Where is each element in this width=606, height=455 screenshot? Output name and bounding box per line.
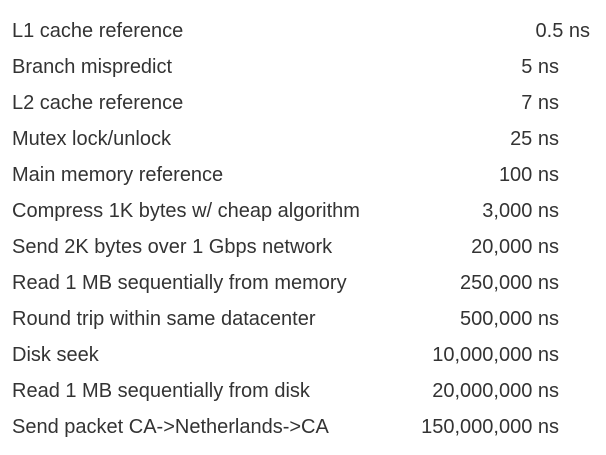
table-row: Read 1 MB sequentially from memory 250,00… [0, 265, 606, 301]
table-row: Main memory reference 100 ns [0, 157, 606, 193]
operation-label: Mutex lock/unlock [12, 128, 171, 150]
latency-value: 500,000 ns [460, 308, 559, 330]
latency-value: 20,000,000 ns [432, 380, 559, 402]
operation-label: Branch mispredict [12, 56, 173, 78]
latency-value: 3,000 ns [482, 200, 559, 222]
latency-value: 5 ns [521, 56, 559, 78]
table-row: L1 cache reference 0.5 ns [0, 13, 606, 49]
operation-label: Disk seek [12, 344, 99, 366]
table-row: L2 cache reference 7 ns [0, 85, 606, 121]
operation-label: Main memory reference [12, 164, 224, 186]
latency-value: 20,000 ns [471, 236, 559, 258]
operation-label: Read 1 MB sequentially from disk [12, 380, 310, 402]
operation-label: Read 1 MB sequentially from memory [12, 272, 347, 294]
table-row: Read 1 MB sequentially from disk 20,000,0… [0, 373, 606, 409]
latency-value: 250,000 ns [460, 272, 559, 294]
table-row: Round trip within same datacenter 500,000… [0, 301, 606, 337]
table-row: Branch mispredict 5 ns [0, 49, 606, 85]
operation-label: Compress 1K bytes w/ cheap algorithm [12, 200, 360, 222]
table-row: Send 2K bytes over 1 Gbps network 20,000 … [0, 229, 606, 265]
operation-label: L1 cache reference [12, 20, 184, 42]
latency-value: 10,000,000 ns [432, 344, 559, 366]
table-row: Disk seek 10,000,000 ns [0, 337, 606, 373]
operation-label: L2 cache reference [12, 92, 184, 114]
latency-value: 100 ns [498, 164, 559, 186]
latency-value: 25 ns [510, 128, 559, 150]
table-row: Send packet CA->Netherlands->CA 150,000,0… [0, 409, 606, 445]
latency-value: 7 ns [521, 92, 559, 114]
table-row: Compress 1K bytes w/ cheap algorithm 3,00… [0, 193, 606, 229]
operation-label: Round trip within same datacenter [12, 308, 316, 330]
operation-label: Send packet CA->Netherlands->CA [12, 416, 329, 438]
latency-value: 150,000,000 ns [421, 416, 559, 438]
table-row: Mutex lock/unlock 25 ns [0, 121, 606, 157]
operation-label: Send 2K bytes over 1 Gbps network [12, 236, 333, 258]
latency-value: 0.5 ns [535, 20, 590, 42]
